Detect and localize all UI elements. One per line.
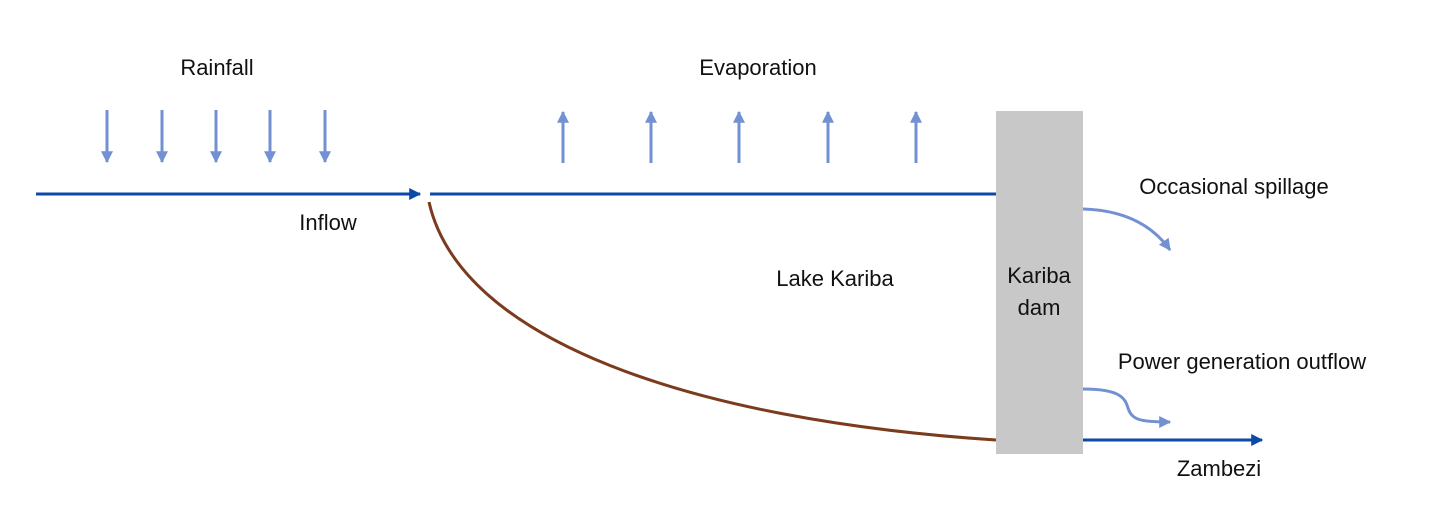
dam-label-line2: dam [1018,295,1061,320]
rainfall-label: Rainfall [180,55,253,80]
power-outflow-arrow [1082,387,1172,428]
evaporation-label: Evaporation [699,55,816,80]
rainfall-arrows [101,110,331,164]
lake-kariba-label: Lake Kariba [776,266,894,291]
kariba-dam-block [996,111,1083,454]
inflow-label: Inflow [299,210,357,235]
spillage-label: Occasional spillage [1139,174,1329,199]
evaporation-arrows [557,110,922,163]
zambezi-label: Zambezi [1177,456,1261,481]
power-outflow-label: Power generation outflow [1118,349,1366,374]
dam-label-line1: Kariba [1007,263,1071,288]
spillage-arrow [1082,207,1172,251]
lakebed-curve [427,201,997,442]
